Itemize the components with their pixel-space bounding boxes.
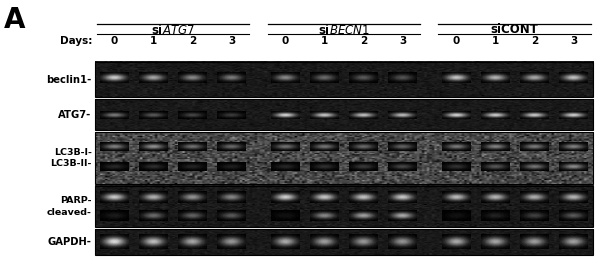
Text: A: A (4, 6, 26, 35)
Text: 2: 2 (189, 36, 196, 46)
Text: GAPDH-: GAPDH- (48, 237, 92, 247)
Text: Days:: Days: (60, 36, 92, 46)
Text: 0: 0 (282, 36, 289, 46)
Text: 0: 0 (111, 36, 118, 46)
Text: 3: 3 (570, 36, 577, 46)
Text: beclin1-: beclin1- (46, 75, 92, 85)
Text: 1: 1 (150, 36, 157, 46)
Text: LC3B-I-
LC3B-II-: LC3B-I- LC3B-II- (50, 148, 92, 168)
Bar (95, 62, 593, 98)
Text: PARP-
cleaved-: PARP- cleaved- (47, 196, 92, 217)
Text: 1: 1 (320, 36, 328, 46)
Text: ATG7-: ATG7- (58, 110, 92, 120)
Bar (95, 186, 593, 227)
Text: 3: 3 (399, 36, 406, 46)
Text: 2: 2 (531, 36, 538, 46)
Text: 2: 2 (360, 36, 367, 46)
Bar (95, 100, 593, 130)
Bar (95, 132, 593, 184)
Text: 1: 1 (492, 36, 499, 46)
Text: si$\mathit{BECN1}$: si$\mathit{BECN1}$ (318, 23, 370, 37)
Bar (95, 229, 593, 255)
Text: siCONT: siCONT (491, 23, 539, 36)
Text: si$\mathit{ATG7}$: si$\mathit{ATG7}$ (151, 23, 195, 37)
Text: 3: 3 (228, 36, 235, 46)
Text: 0: 0 (452, 36, 459, 46)
